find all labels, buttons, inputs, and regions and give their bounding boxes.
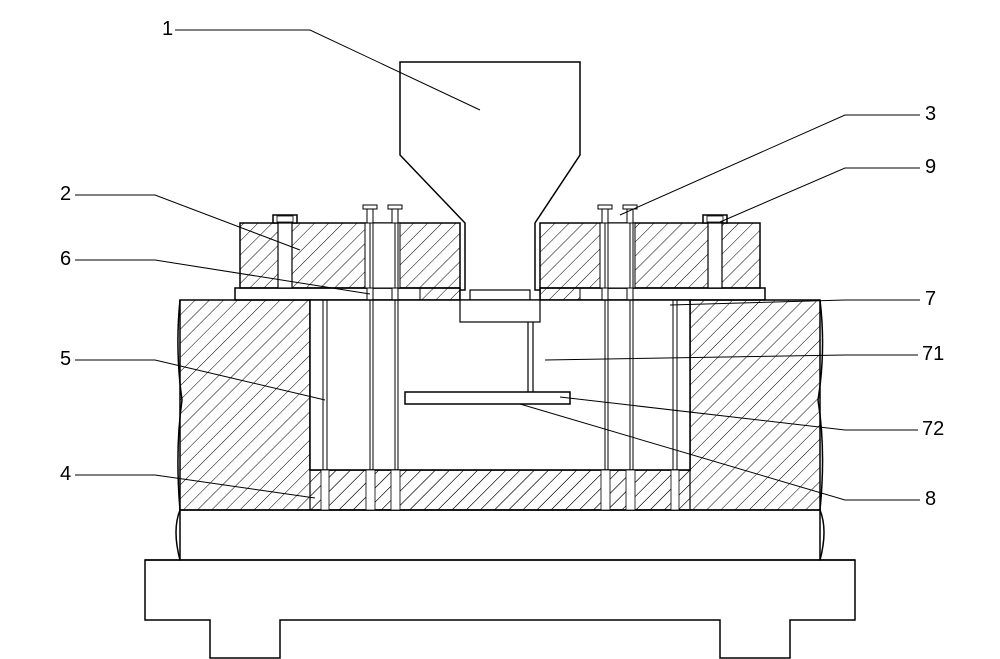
label-3: 3 (925, 103, 936, 125)
label-2: 2 (60, 183, 71, 205)
label-71: 71 (922, 343, 944, 365)
diagram-svg: 1 2 6 5 4 3 9 7 71 72 8 (0, 0, 1000, 659)
bottom-floor-4 (310, 470, 690, 510)
base-platform (145, 560, 855, 658)
engineering-diagram: 1 2 6 5 4 3 9 7 71 72 8 (0, 0, 1000, 659)
label-5: 5 (60, 348, 71, 370)
label-72: 72 (922, 418, 944, 440)
label-8: 8 (925, 488, 936, 510)
label-7: 7 (925, 288, 936, 310)
label-6: 6 (60, 248, 71, 270)
label-1: 1 (162, 18, 173, 40)
inner-chamber (310, 300, 690, 470)
label-9: 9 (925, 156, 936, 178)
label-4: 4 (60, 463, 71, 485)
